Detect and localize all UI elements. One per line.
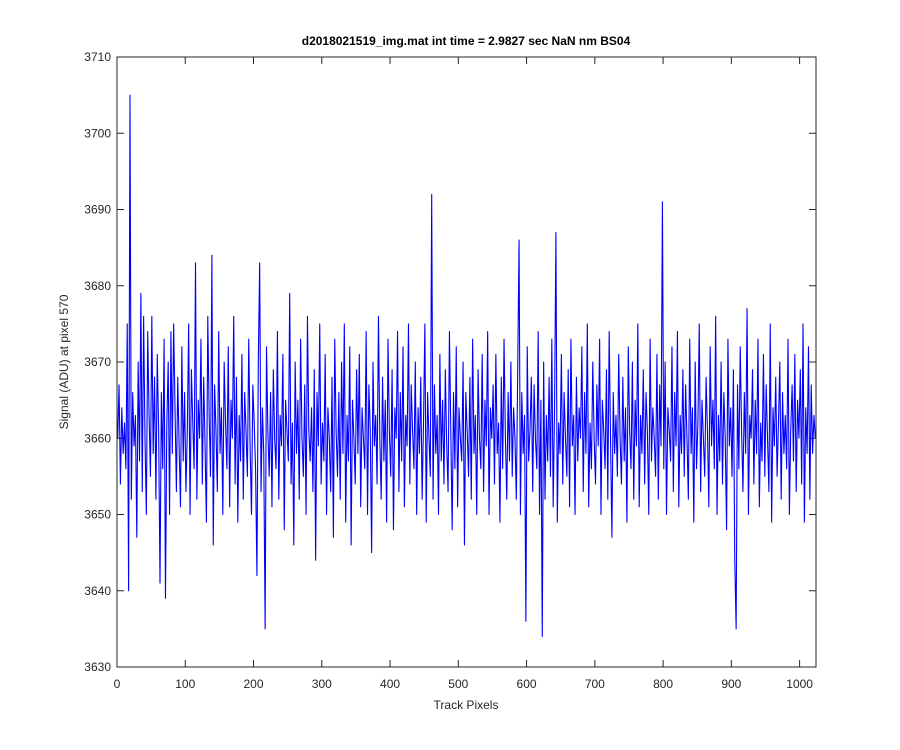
y-tick-label: 3680 [84,279,111,293]
x-axis-label: Track Pixels [434,698,499,712]
y-tick-label: 3700 [84,126,111,140]
x-tick-label: 600 [517,677,537,691]
y-tick-label: 3640 [84,584,111,598]
x-tick-label: 900 [721,677,741,691]
x-tick-label: 500 [448,677,468,691]
x-tick-label: 100 [175,677,195,691]
x-tick-label: 800 [653,677,673,691]
x-tick-label: 200 [244,677,264,691]
x-tick-label: 1000 [786,677,813,691]
x-tick-label: 300 [312,677,332,691]
y-tick-label: 3690 [84,203,111,217]
data-line [117,94,816,638]
y-tick-label: 3650 [84,508,111,522]
y-tick-label: 3670 [84,355,111,369]
y-tick-label: 3710 [84,50,111,64]
y-tick-label: 3630 [84,660,111,674]
x-tick-label: 700 [585,677,605,691]
y-axis-label: Signal (ADU) at pixel 570 [57,294,71,429]
x-tick-label: 400 [380,677,400,691]
x-tick-label: 0 [114,677,121,691]
chart-title: d2018021519_img.mat int time = 2.9827 se… [302,34,631,48]
y-tick-label: 3660 [84,431,111,445]
